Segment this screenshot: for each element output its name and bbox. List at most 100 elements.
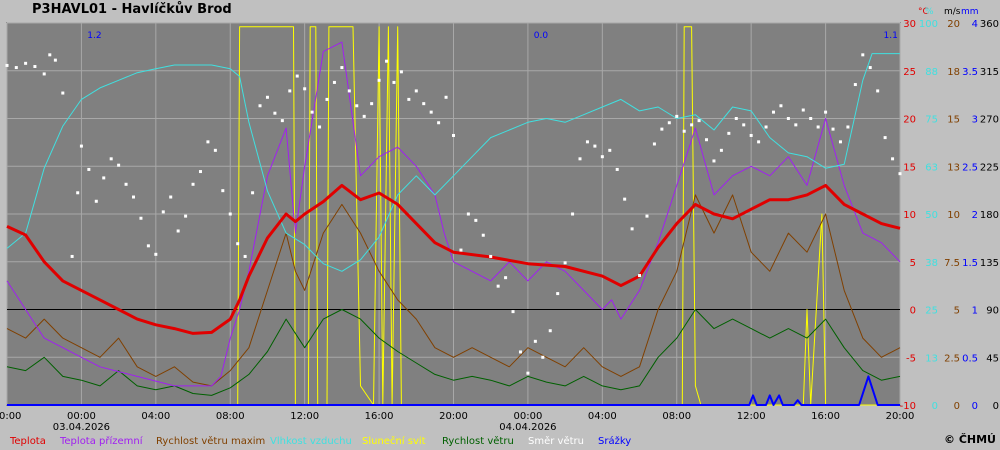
direction-dot — [198, 170, 202, 174]
direction-dot — [511, 310, 515, 314]
direction-dot — [288, 89, 292, 93]
direction-dot — [94, 199, 98, 203]
direction-dot — [444, 95, 448, 99]
direction-dot — [638, 274, 642, 278]
series-rychlost-vetru-maxim — [6, 194, 901, 387]
axis-tick-wind_direction: 0 — [993, 401, 999, 412]
precip-total-label: 1.1 — [884, 31, 898, 41]
axis-tick-humidity: 63 — [925, 162, 938, 173]
direction-dot — [853, 83, 857, 87]
legend-item: Sluneční svit — [362, 435, 426, 447]
direction-dot — [705, 138, 709, 142]
direction-dot — [697, 119, 701, 123]
axis-tick-temperature: 10 — [903, 210, 916, 221]
axis-tick-temperature: -5 — [906, 353, 916, 364]
axis-tick-precipitation: 2 — [972, 210, 978, 221]
direction-dot — [608, 148, 612, 152]
x-tick-label: 16:00 — [811, 411, 840, 422]
direction-dot — [645, 214, 649, 218]
direction-dot — [48, 53, 52, 57]
unit-label: °C — [918, 7, 929, 17]
axis-tick-wind_direction: 360 — [980, 19, 999, 30]
series-teplota-prizemni — [6, 41, 901, 387]
direction-dot — [176, 229, 180, 233]
axis-tick-wind_direction: 135 — [980, 258, 999, 269]
direction-dot — [33, 65, 37, 69]
direction-dot — [332, 80, 336, 84]
copyright: © ČHMÚ — [944, 433, 996, 446]
x-tick-label: 04:00 — [141, 411, 170, 422]
direction-dot — [303, 87, 307, 91]
axis-tick-wind_speed: 15 — [947, 115, 960, 126]
axis-tick-wind_direction: 90 — [986, 306, 999, 317]
direction-dot — [898, 172, 902, 176]
direction-dot — [213, 148, 217, 152]
direction-dot — [876, 89, 880, 93]
direction-dot — [757, 140, 761, 144]
axis-tick-wind_speed: 7.5 — [944, 258, 960, 269]
axis-tick-precipitation: 0 — [972, 401, 978, 412]
direction-dot — [541, 355, 545, 359]
direction-dot — [42, 72, 46, 76]
axis-tick-wind_direction: 225 — [980, 162, 999, 173]
direction-dot — [437, 121, 441, 125]
direction-dot — [466, 212, 470, 216]
x-tick-label: 20:00 — [886, 411, 915, 422]
direction-dot — [310, 110, 314, 114]
direction-dot — [325, 97, 329, 101]
direction-dot — [429, 110, 433, 114]
unit-label: m/s — [944, 7, 961, 17]
page-title: P3HAVL01 - Havlíčkův Brod — [32, 2, 232, 17]
direction-dot — [682, 129, 686, 133]
axis-tick-wind_direction: 315 — [980, 67, 999, 78]
direction-dot — [615, 167, 619, 171]
x-tick-label: 08:00 — [662, 411, 691, 422]
legend-item: Vlhkost vzduchu — [270, 436, 352, 447]
direction-dot — [883, 136, 887, 140]
series-vlhkost-vzduchu — [6, 53, 900, 272]
axis-tick-wind_speed: 5 — [954, 306, 960, 317]
legend-item: Rychlost větru — [442, 435, 514, 447]
direction-dot — [675, 114, 679, 118]
axis-tick-wind_direction: 270 — [980, 115, 999, 126]
axis-tick-temperature: 5 — [910, 258, 916, 269]
axis-tick-precipitation: 3 — [972, 115, 978, 126]
axis-tick-wind_speed: 18 — [947, 67, 960, 78]
direction-dot — [407, 97, 411, 101]
legend-item: Směr větru — [528, 435, 584, 447]
direction-dot — [838, 140, 842, 144]
direction-dot — [824, 110, 828, 114]
direction-dot — [318, 125, 322, 129]
direction-dot — [76, 191, 80, 195]
direction-dot — [154, 252, 158, 256]
direction-dot — [422, 102, 426, 106]
axis-tick-temperature: 20 — [903, 115, 916, 126]
axis-tick-humidity: 25 — [925, 306, 938, 317]
direction-dot — [206, 140, 210, 144]
direction-dot — [496, 284, 500, 288]
axis-tick-precipitation: 3.5 — [962, 67, 978, 78]
axis-tick-wind_direction: 45 — [986, 353, 999, 364]
axis-tick-wind_speed: 10 — [947, 210, 960, 221]
direction-dot — [623, 197, 627, 201]
direction-dot — [370, 102, 374, 106]
direction-dot — [265, 95, 269, 99]
direction-dot — [556, 292, 560, 296]
direction-dot — [109, 157, 113, 161]
direction-dot — [779, 104, 783, 108]
direction-dot — [228, 212, 232, 216]
x-date-label: 04.04.2026 — [499, 422, 556, 433]
direction-dot — [146, 244, 150, 248]
direction-dot — [489, 254, 493, 258]
direction-dot — [719, 148, 723, 152]
axis-tick-humidity: 88 — [925, 67, 938, 78]
axis-tick-temperature: 30 — [903, 19, 916, 30]
direction-dot — [24, 61, 28, 65]
direction-dot — [891, 157, 895, 161]
axis-tick-precipitation: 2.5 — [962, 162, 978, 173]
direction-dot — [868, 66, 872, 70]
direction-dot — [169, 195, 173, 199]
direction-dot — [184, 214, 188, 218]
direction-dot — [690, 123, 694, 127]
